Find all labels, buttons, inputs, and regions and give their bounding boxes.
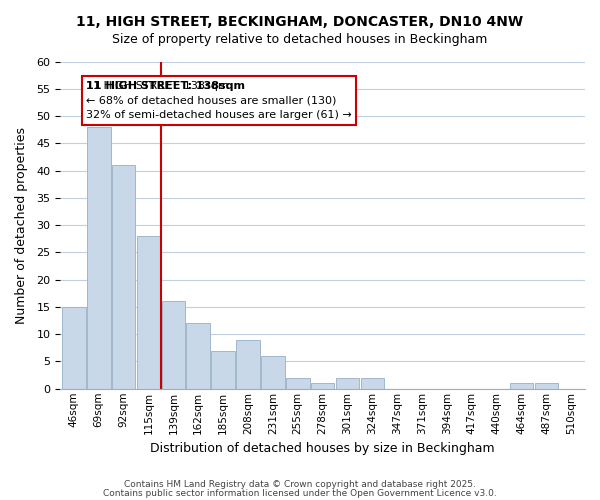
Bar <box>87 127 110 389</box>
Bar <box>161 302 185 389</box>
Bar <box>286 378 310 389</box>
Bar <box>510 384 533 389</box>
Y-axis label: Number of detached properties: Number of detached properties <box>15 126 28 324</box>
Bar <box>535 384 558 389</box>
Bar <box>261 356 284 389</box>
Text: 11, HIGH STREET, BECKINGHAM, DONCASTER, DN10 4NW: 11, HIGH STREET, BECKINGHAM, DONCASTER, … <box>76 15 524 29</box>
Bar <box>335 378 359 389</box>
Text: Contains public sector information licensed under the Open Government Licence v3: Contains public sector information licen… <box>103 488 497 498</box>
Text: Size of property relative to detached houses in Beckingham: Size of property relative to detached ho… <box>112 32 488 46</box>
Text: 11 HIGH STREET: 138sqm: 11 HIGH STREET: 138sqm <box>86 80 245 90</box>
Bar <box>361 378 384 389</box>
Bar <box>236 340 260 389</box>
Text: 11 HIGH STREET: 138sqm
← 68% of detached houses are smaller (130)
32% of semi-de: 11 HIGH STREET: 138sqm ← 68% of detached… <box>86 80 352 120</box>
Text: Contains HM Land Registry data © Crown copyright and database right 2025.: Contains HM Land Registry data © Crown c… <box>124 480 476 489</box>
Bar <box>311 384 334 389</box>
Bar <box>211 350 235 389</box>
Bar <box>187 324 210 389</box>
Bar <box>62 307 86 389</box>
Bar <box>112 165 136 389</box>
Bar <box>137 236 160 389</box>
X-axis label: Distribution of detached houses by size in Beckingham: Distribution of detached houses by size … <box>150 442 495 455</box>
